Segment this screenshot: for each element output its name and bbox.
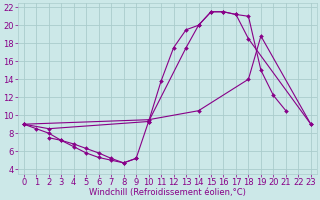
X-axis label: Windchill (Refroidissement éolien,°C): Windchill (Refroidissement éolien,°C): [89, 188, 246, 197]
